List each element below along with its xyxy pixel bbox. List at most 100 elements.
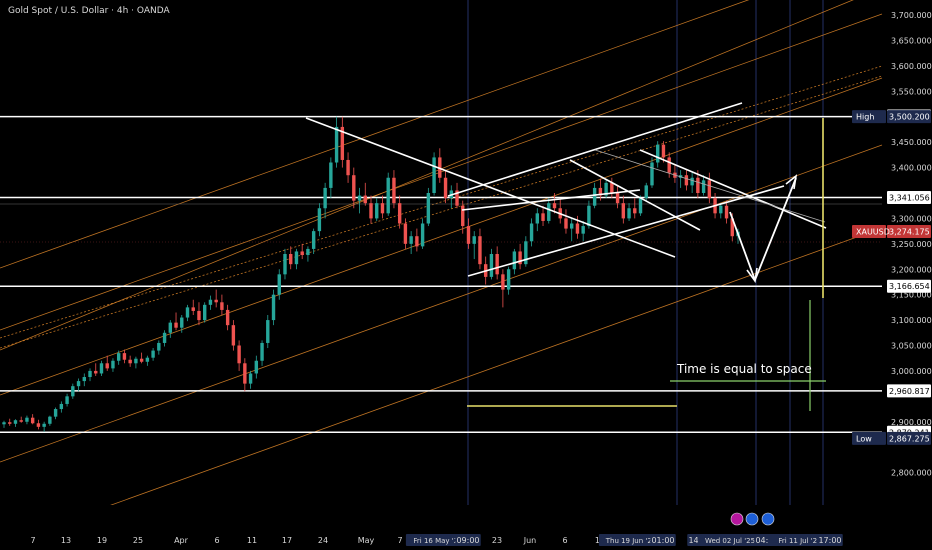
x-tick-highlight bbox=[455, 534, 481, 546]
candle-body bbox=[644, 185, 648, 199]
price-badge-label: 3,500.200 bbox=[889, 113, 930, 122]
x-tick-highlight bbox=[817, 534, 843, 546]
x-tick-label: 24 bbox=[318, 536, 328, 545]
candle-body bbox=[289, 254, 293, 265]
candle-body bbox=[99, 363, 104, 374]
candle-body bbox=[271, 294, 276, 321]
candle-body bbox=[220, 302, 224, 310]
y-tick-label: 3,100.000 bbox=[891, 316, 932, 325]
candle-body bbox=[466, 226, 471, 244]
candle-body bbox=[42, 423, 46, 427]
candle-body bbox=[581, 226, 585, 234]
trendline-3 bbox=[569, 159, 701, 231]
candle-body bbox=[8, 422, 12, 424]
y-tick-label: 3,650.000 bbox=[891, 37, 932, 46]
candle-body bbox=[71, 386, 75, 397]
price-badge bbox=[887, 279, 931, 293]
candle-body bbox=[696, 177, 700, 193]
candle-body bbox=[53, 409, 58, 417]
candle-body bbox=[139, 358, 144, 362]
candle-body bbox=[214, 299, 218, 303]
candle-body bbox=[690, 177, 694, 186]
price-badge-label: 3,274.175 bbox=[889, 228, 930, 237]
candle-body bbox=[541, 213, 545, 221]
candle-body bbox=[409, 236, 413, 244]
candle-body bbox=[203, 304, 207, 321]
candle-body bbox=[495, 254, 499, 275]
trendline-4 bbox=[639, 149, 827, 229]
candle-body bbox=[656, 144, 660, 163]
candle-body bbox=[317, 208, 322, 232]
candle-body bbox=[570, 223, 574, 229]
x-tick-label: 13 bbox=[61, 536, 71, 545]
price-tag-label: XAUUSD bbox=[856, 228, 890, 237]
x-tick-label: Apr bbox=[174, 536, 189, 545]
annotation-text: Time is equal to space bbox=[676, 362, 812, 376]
candle-body bbox=[111, 360, 115, 369]
candle-body bbox=[392, 177, 396, 204]
x-tick-label: Thu 19 Jun '25 bbox=[605, 537, 657, 545]
price-badge bbox=[887, 384, 931, 398]
candle-body bbox=[243, 363, 247, 384]
candle-body bbox=[524, 241, 528, 265]
channel-midline bbox=[0, 65, 883, 339]
price-badge-label: 3,341.056 bbox=[889, 194, 930, 203]
y-tick-label: 2,800.000 bbox=[891, 469, 932, 478]
candle-body bbox=[415, 236, 419, 247]
candle-body bbox=[518, 251, 522, 265]
trendline-2 bbox=[467, 185, 785, 277]
candle-body bbox=[432, 157, 436, 193]
candle-body bbox=[329, 162, 333, 188]
candle-body bbox=[151, 350, 155, 358]
candle-body bbox=[323, 187, 327, 209]
candle-body bbox=[621, 203, 626, 219]
candle-body bbox=[237, 345, 241, 364]
x-tick-label: Jun bbox=[523, 536, 537, 545]
candle-body bbox=[627, 208, 631, 219]
candle-body bbox=[397, 203, 402, 224]
candle-body bbox=[346, 159, 350, 176]
candle-body bbox=[311, 231, 316, 249]
candle-body bbox=[604, 182, 608, 196]
x-tick-highlight bbox=[650, 534, 676, 546]
candle-body bbox=[283, 254, 287, 275]
candle-body bbox=[19, 420, 23, 422]
candle-body bbox=[489, 254, 494, 277]
price-tag bbox=[852, 110, 886, 124]
candle-body bbox=[529, 223, 534, 242]
candle-body bbox=[357, 195, 362, 201]
candle-body bbox=[248, 373, 253, 384]
candle-body bbox=[638, 198, 643, 214]
candle-body bbox=[157, 342, 161, 351]
candle-body bbox=[707, 180, 712, 199]
candle-body bbox=[598, 187, 603, 196]
price-tag bbox=[852, 225, 886, 239]
x-tick-highlight bbox=[767, 534, 833, 546]
price-badge bbox=[887, 431, 931, 445]
candle-body bbox=[455, 190, 459, 206]
candle-body bbox=[277, 274, 281, 295]
y-tick-label: 3,000.000 bbox=[891, 367, 932, 376]
candle-body bbox=[352, 175, 356, 201]
candle-body bbox=[633, 208, 637, 214]
x-tick-label: 11 bbox=[247, 536, 257, 545]
candle-body bbox=[547, 203, 551, 221]
candle-body bbox=[363, 195, 367, 204]
candle-body bbox=[615, 193, 620, 204]
price-tag-label: Low bbox=[856, 434, 872, 443]
candle-body bbox=[266, 320, 270, 343]
price-badge-label: 2,960.817 bbox=[889, 387, 930, 396]
candle-body bbox=[174, 322, 178, 328]
candle-body bbox=[661, 144, 666, 158]
candle-body bbox=[197, 310, 201, 321]
candle-body bbox=[575, 223, 580, 234]
lightning-event-icon bbox=[730, 512, 744, 526]
candle-body bbox=[65, 396, 69, 404]
candle-body bbox=[506, 269, 511, 290]
candle-body bbox=[724, 205, 729, 219]
candle-body bbox=[231, 325, 236, 346]
candle-body bbox=[564, 218, 568, 229]
